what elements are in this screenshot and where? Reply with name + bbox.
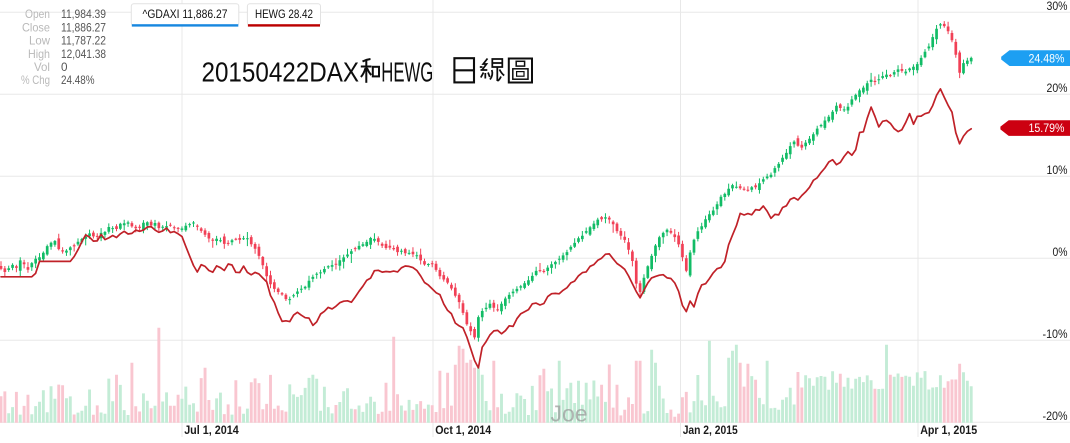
svg-text:10%: 10% [1047,163,1068,177]
svg-text:24.48%: 24.48% [61,74,95,87]
svg-text:^GDAXI 11,886.27: ^GDAXI 11,886.27 [143,8,228,21]
svg-text:0: 0 [61,61,68,74]
svg-text:0%: 0% [1053,245,1068,259]
svg-text:Jan 2, 2015: Jan 2, 2015 [683,424,738,437]
svg-text:Vol: Vol [34,61,50,74]
svg-text:11,886.27: 11,886.27 [61,21,106,34]
svg-text:30%: 30% [1047,0,1068,13]
svg-text:Joe: Joe [551,401,588,427]
svg-text:12,041.38: 12,041.38 [61,48,106,61]
svg-text:20150422DAX: 20150422DAX [202,56,360,87]
svg-text:20%: 20% [1047,81,1068,95]
svg-text:Open: Open [25,8,50,21]
svg-text:Oct 1, 2014: Oct 1, 2014 [435,424,492,437]
svg-text:11,787.22: 11,787.22 [61,35,106,48]
svg-text:-20%: -20% [1043,409,1068,423]
svg-text:Jul 1, 2014: Jul 1, 2014 [184,424,239,437]
svg-text:High: High [28,48,50,61]
svg-text:% Chg: % Chg [21,74,50,87]
svg-text:HEWG: HEWG [381,56,433,87]
svg-text:15.79%: 15.79% [1029,121,1065,135]
svg-text:11,984.39: 11,984.39 [61,8,106,21]
svg-text:Low: Low [29,35,51,48]
svg-text:HEWG 28.42: HEWG 28.42 [255,8,313,21]
svg-text:-10%: -10% [1043,327,1068,341]
svg-text:Close: Close [22,21,50,34]
svg-text:Apr 1, 2015: Apr 1, 2015 [920,424,978,437]
svg-text:24.48%: 24.48% [1029,51,1065,65]
